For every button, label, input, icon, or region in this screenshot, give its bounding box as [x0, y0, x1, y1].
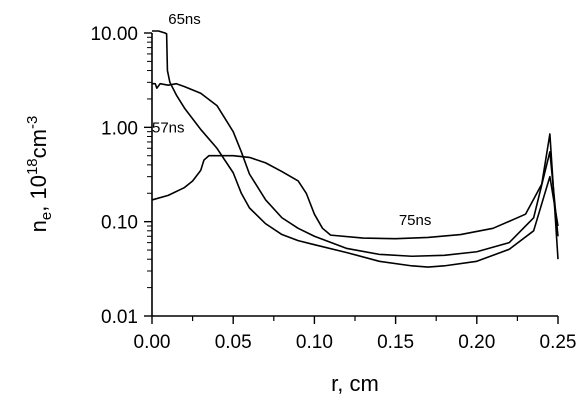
y-axis-title-unit: cm	[26, 129, 51, 158]
y-axis-title-sup1: 18	[24, 158, 41, 175]
series-layer	[151, 30, 559, 268]
annotations: 65ns 57ns 75ns	[152, 11, 431, 229]
y-axis-title: ne, 1018cm-3	[24, 116, 55, 233]
x-tick-label: 0.10	[296, 332, 333, 353]
y-axis-title-sub: e	[38, 212, 55, 220]
series-line-75ns	[152, 82, 559, 258]
x-tick-label: 0.00	[134, 332, 171, 353]
series-line-65ns	[152, 30, 559, 268]
x-tick-label: 0.25	[540, 332, 577, 353]
x-tick-label: 0.05	[215, 332, 252, 353]
y-axis-title-mid: , 10	[26, 175, 51, 212]
y-tick-label: 1.00	[101, 118, 138, 139]
y-axis-title-sup2: -3	[24, 116, 41, 129]
annotation-label: 75ns	[399, 212, 432, 229]
x-tick-label: 0.15	[377, 332, 414, 353]
annotation-label: 65ns	[168, 11, 201, 28]
tick-labels: 0.00 0.05 0.10 0.15 0.20 0.25 0.01 0.10 1.00 10.0…	[90, 24, 576, 353]
y-tick-label: 0.01	[101, 307, 138, 328]
x-tick-label: 0.20	[458, 332, 495, 353]
y-tick-label: 0.10	[101, 213, 138, 234]
y-tick-label: 10.00	[90, 24, 138, 45]
annotation-label: 57ns	[152, 120, 185, 137]
ticks	[144, 32, 559, 324]
y-axis-title-base: n	[26, 220, 51, 232]
axes	[151, 33, 558, 317]
series-line-57ns	[151, 133, 559, 260]
x-axis-title: r, cm	[331, 371, 379, 396]
